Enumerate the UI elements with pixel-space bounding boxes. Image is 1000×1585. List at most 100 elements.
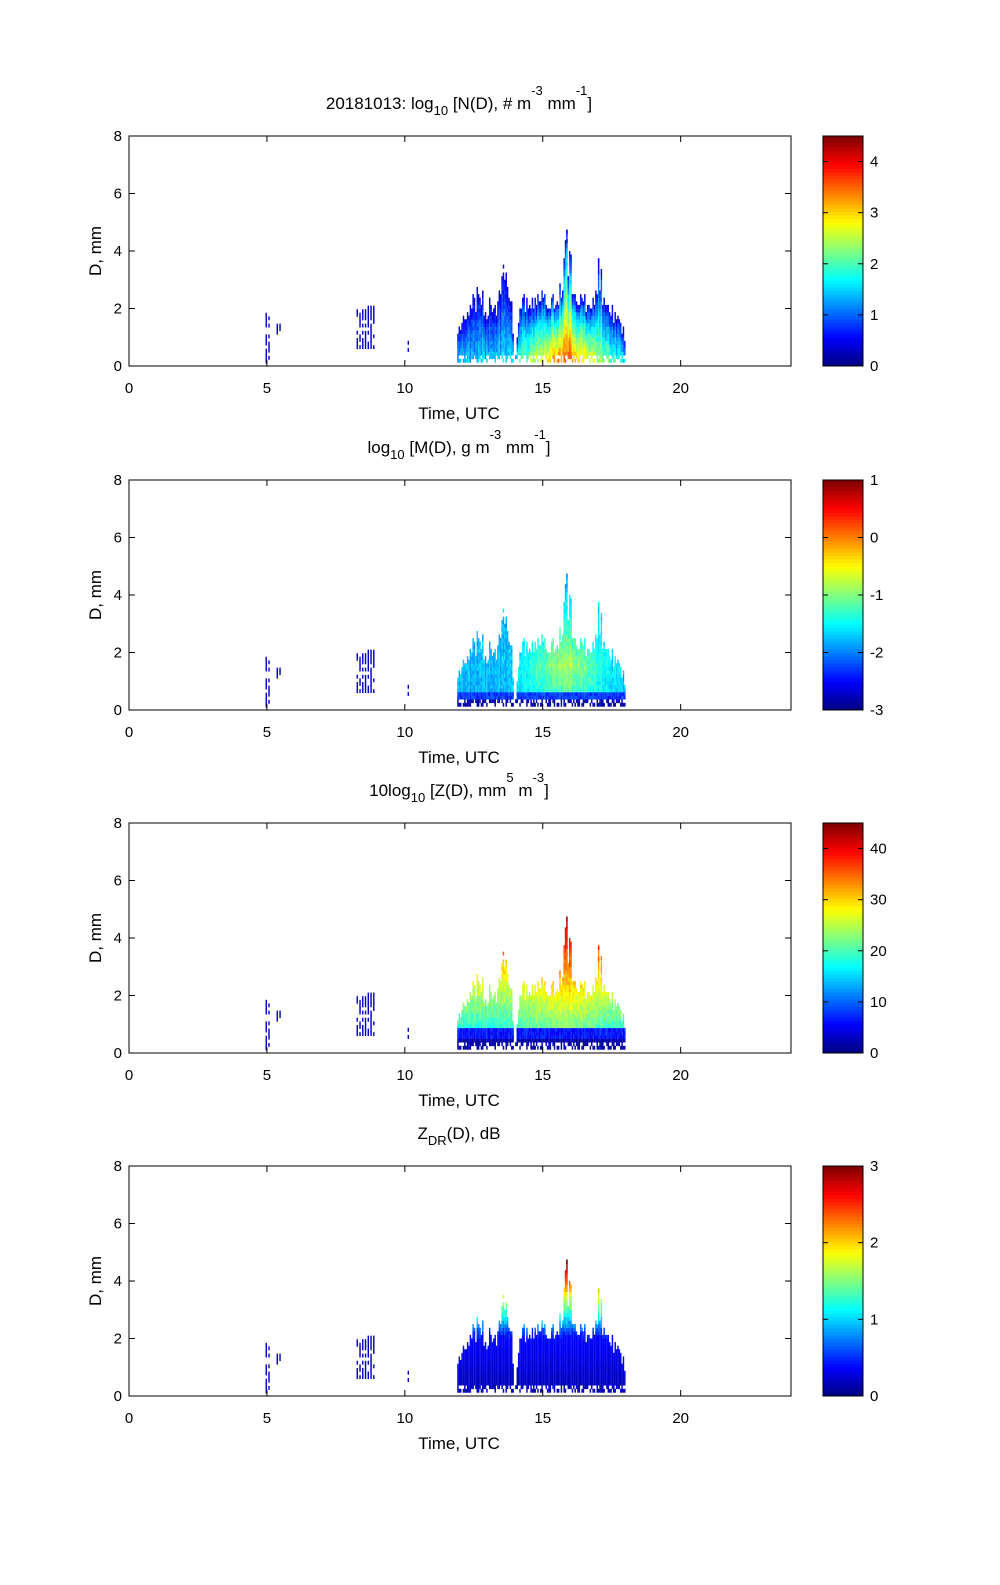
heatmap-cell: [503, 1024, 504, 1028]
heatmap-cell: [508, 999, 509, 1003]
heatmap-cell: [266, 356, 267, 360]
heatmap-cell: [499, 301, 500, 305]
heatmap-cell: [566, 627, 567, 631]
heatmap-cell: [481, 999, 482, 1003]
heatmap-cell: [580, 337, 581, 341]
heatmap-cell: [459, 670, 460, 674]
heatmap-cell: [501, 316, 502, 320]
heatmap-cell: [561, 298, 562, 302]
heatmap-cell: [606, 323, 607, 327]
heatmap-cell: [594, 352, 595, 356]
heatmap-cell: [576, 645, 577, 649]
heatmap-cell: [529, 330, 530, 334]
colorbar-swatch: [823, 183, 863, 187]
heatmap-cell: [610, 337, 611, 341]
heatmap-cell: [533, 359, 534, 363]
heatmap-cell: [518, 348, 519, 352]
heatmap-cell: [479, 674, 480, 678]
heatmap-cell: [500, 1035, 501, 1039]
heatmap-cell: [579, 323, 580, 327]
heatmap-cell: [562, 635, 563, 639]
heatmap-cell: [572, 674, 573, 678]
heatmap-cell: [359, 668, 360, 672]
heatmap-cell: [477, 996, 478, 1000]
heatmap-cell: [552, 670, 553, 674]
heatmap-cell: [546, 670, 547, 674]
heatmap-cell: [550, 355, 551, 359]
heatmap-cell: [577, 355, 578, 359]
heatmap-cell: [539, 688, 540, 692]
heatmap-cell: [510, 653, 511, 657]
heatmap-cell: [468, 330, 469, 334]
heatmap-cell: [525, 678, 526, 682]
heatmap-cell: [365, 345, 366, 349]
heatmap-cell: [523, 667, 524, 671]
heatmap-cell: [616, 337, 617, 341]
heatmap-cell: [601, 352, 602, 356]
heatmap-cell: [479, 341, 480, 345]
heatmap-cell: [533, 337, 534, 341]
heatmap-cell: [598, 280, 599, 284]
heatmap-cell: [522, 696, 523, 700]
heatmap-cell: [534, 703, 535, 707]
heatmap-cell: [471, 663, 472, 667]
heatmap-cell: [486, 1024, 487, 1028]
title-segment: [N(D), # m: [448, 94, 531, 113]
heatmap-cell: [488, 316, 489, 320]
heatmap-cell: [494, 688, 495, 692]
heatmap-cell: [608, 344, 609, 348]
heatmap-cell: [576, 685, 577, 689]
heatmap-cell: [612, 312, 613, 316]
heatmap-cell: [621, 678, 622, 682]
heatmap-cell: [573, 674, 574, 678]
heatmap-cell: [581, 301, 582, 305]
heatmap-cell: [508, 323, 509, 327]
heatmap-cell: [592, 642, 593, 646]
heatmap-cell: [507, 355, 508, 359]
heatmap-cell: [557, 359, 558, 363]
heatmap-cell: [510, 312, 511, 316]
heatmap-cell: [466, 1017, 467, 1021]
heatmap-cell: [591, 330, 592, 334]
heatmap-cell: [474, 341, 475, 345]
heatmap-cell: [577, 348, 578, 352]
heatmap-cell: [489, 642, 490, 646]
heatmap-cell: [551, 670, 552, 674]
heatmap-cell: [471, 316, 472, 320]
heatmap-cell: [595, 635, 596, 639]
heatmap-cell: [457, 688, 458, 692]
heatmap-cell: [555, 348, 556, 352]
heatmap-cell: [565, 656, 566, 660]
heatmap-cell: [577, 344, 578, 348]
heatmap-cell: [488, 344, 489, 348]
heatmap-cell: [526, 337, 527, 341]
heatmap-cell: [478, 352, 479, 356]
heatmap-cell: [497, 670, 498, 674]
heatmap-cell: [479, 992, 480, 996]
heatmap-cell: [580, 681, 581, 685]
heatmap-cell: [488, 696, 489, 700]
heatmap-cell: [370, 309, 371, 313]
heatmap-cell: [563, 283, 564, 287]
heatmap-cell: [512, 692, 513, 696]
heatmap-cell: [619, 334, 620, 338]
heatmap-cell: [494, 1006, 495, 1010]
heatmap-cell: [500, 305, 501, 309]
heatmap-cell: [570, 319, 571, 323]
heatmap-cell: [566, 688, 567, 692]
heatmap-cell: [602, 344, 603, 348]
heatmap-cell: [584, 696, 585, 700]
heatmap-cell: [609, 692, 610, 696]
heatmap-cell: [489, 696, 490, 700]
heatmap-cell: [561, 337, 562, 341]
heatmap-cell: [603, 678, 604, 682]
heatmap-cell: [499, 642, 500, 646]
heatmap-cell: [537, 670, 538, 674]
heatmap-cell: [499, 298, 500, 302]
heatmap-cell: [577, 649, 578, 653]
heatmap-cell: [532, 316, 533, 320]
heatmap-cell: [563, 305, 564, 309]
heatmap-cell: [613, 348, 614, 352]
heatmap-cell: [555, 667, 556, 671]
heatmap-cell: [552, 301, 553, 305]
